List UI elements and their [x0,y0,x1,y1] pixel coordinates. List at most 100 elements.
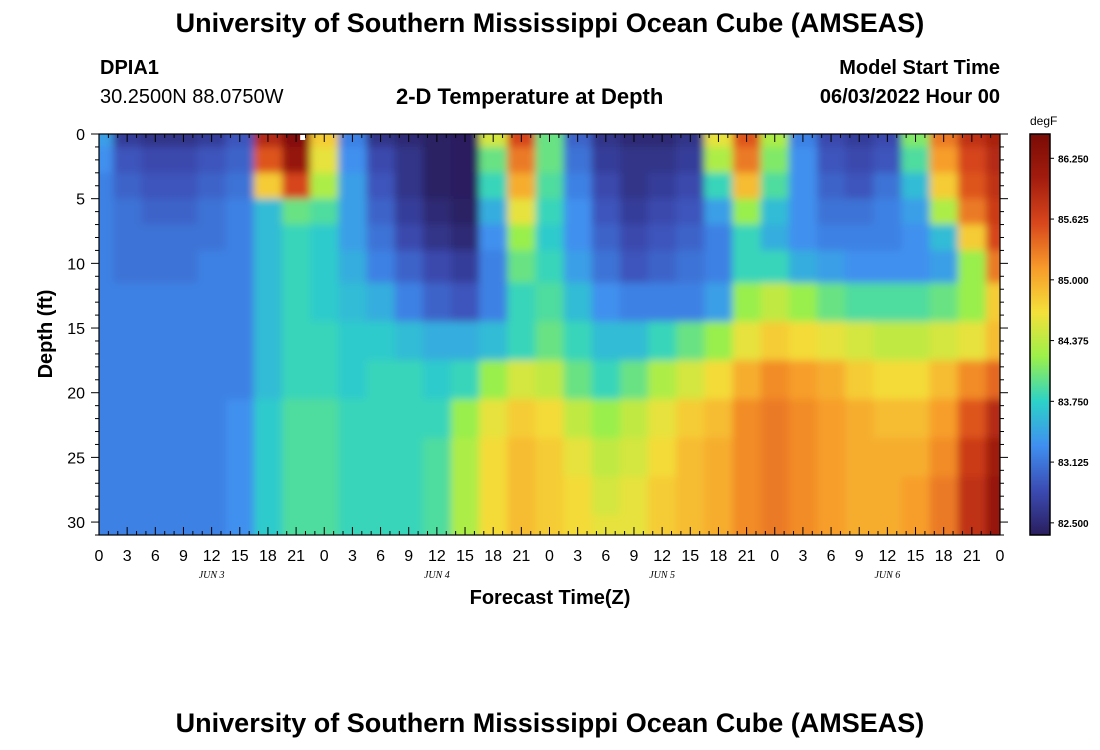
heatmap-cell [845,476,874,517]
heatmap-cell [169,198,199,226]
heatmap-cell [310,476,339,517]
heatmap-cell [450,198,480,226]
heatmap-cell [845,282,874,323]
heatmap-cell [450,437,480,478]
heatmap-cell [507,146,537,174]
heatmap-cell [535,198,565,226]
heatmap-cell [732,172,762,200]
heatmap-cell [816,476,846,517]
heatmap-cell [310,250,339,284]
heatmap-cell [704,360,734,400]
heatmap-cell [788,250,818,284]
heatmap-cell [366,437,396,478]
heatmap-cell [141,250,170,284]
x-tick-label: 21 [738,548,756,565]
heatmap-cell [845,321,874,361]
colorbar-tick-label: 84.375 [1058,337,1089,348]
heatmap-cell [845,437,874,478]
heatmap-cell [732,437,762,478]
heatmap-cell [563,399,593,439]
heatmap-cell [197,224,227,252]
heatmap-cell [450,224,480,252]
heatmap-cell [676,172,705,200]
heatmap-cell [619,515,649,535]
heatmap-cell [169,360,199,400]
heatmap-cell [648,172,677,200]
x-tick-label: 6 [376,548,385,565]
heatmap-cell [141,476,170,517]
heatmap-cell [732,146,762,174]
heatmap-cell [873,250,903,284]
heatmap-cell [99,134,114,148]
heatmap-cell [422,321,452,361]
heatmap-cell [141,360,170,400]
heatmap-cell [225,437,255,478]
heatmap-cell [929,172,959,200]
heatmap-cell [479,198,508,226]
heatmap-cell [985,172,1000,200]
heatmap-cell [901,198,931,226]
page-title: University of Southern Mississippi Ocean… [175,8,925,38]
heatmap-cell [366,224,396,252]
heatmap-cell [929,198,959,226]
heatmap-cell [591,146,621,174]
colorbar-tick-label: 83.125 [1058,458,1089,469]
heatmap-cell [113,437,142,478]
heatmap-cell [253,146,283,174]
heatmap-cell [957,360,987,400]
heatmap-cell [845,146,874,174]
heatmap-cell [253,399,283,439]
heatmap-cell [816,437,846,478]
heatmap-cell [760,476,790,517]
day-label: JUN 3 [199,570,225,581]
heatmap-cell [422,476,452,517]
heatmap-cell [873,399,903,439]
heatmap-cell [99,172,114,200]
heatmap-cell [366,360,396,400]
heatmap-cell [788,146,818,174]
heatmap-cell [535,515,565,535]
heatmap-cell [619,476,649,517]
heatmap-cell [366,198,396,226]
heatmap-cell [985,134,1000,148]
colorbar-tick-label: 82.500 [1058,519,1089,530]
heatmap-cell [338,282,368,323]
heatmap-cell [760,146,790,174]
x-tick-label: 9 [404,548,413,565]
heatmap-cell [366,515,396,535]
heatmap-cell [901,360,931,400]
heatmap-cell [845,399,874,439]
heatmap-cell [282,250,311,284]
heatmap-cell [929,476,959,517]
heatmap-cell [394,224,424,252]
heatmap-cell [366,399,396,439]
heatmap-cell [704,515,734,535]
heatmap-cell [676,224,705,252]
x-tick-label: 9 [630,548,639,565]
heatmap-cell [394,146,424,174]
heatmap-cell [901,476,931,517]
heatmap-cell [732,282,762,323]
x-tick-label: 15 [231,548,249,565]
heatmap-area [99,134,1000,535]
heatmap-cell [394,515,424,535]
heatmap-cell [985,282,1000,323]
heatmap-cell [225,321,255,361]
heatmap-cell [957,198,987,226]
heatmap-cell [873,198,903,226]
x-tick-label: 15 [681,548,699,565]
heatmap-cell [479,146,508,174]
x-tick-label: 15 [456,548,474,565]
heatmap-cell [422,250,452,284]
heatmap-cell [338,399,368,439]
heatmap-cell [591,437,621,478]
heatmap-cell [704,476,734,517]
heatmap-cell [929,146,959,174]
heatmap-cell [619,198,649,226]
heatmap-cell [535,360,565,400]
x-tick-label: 3 [348,548,357,565]
heatmap-cell [450,172,480,200]
heatmap-cell [450,321,480,361]
heatmap-cell [704,198,734,226]
heatmap-cell [197,172,227,200]
